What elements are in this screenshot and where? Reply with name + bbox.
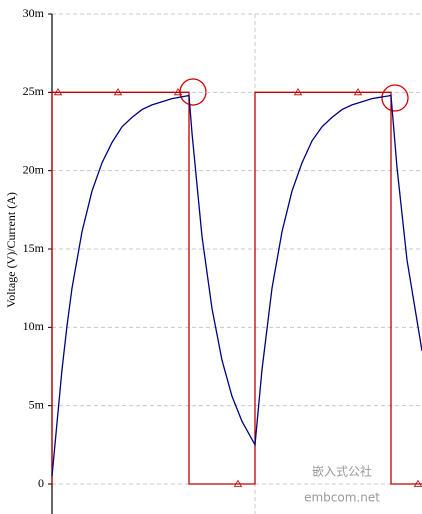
y-tick-label: 25m	[23, 84, 45, 98]
marker	[53, 88, 63, 96]
y-tick-label: 10m	[23, 319, 45, 333]
y-tick-label: 20m	[23, 162, 45, 176]
y-tick-label: 30m	[23, 6, 45, 20]
watermark: embcom.net	[304, 491, 380, 505]
highlight-circle	[381, 84, 409, 112]
line	[51, 94, 422, 477]
watermark: 嵌入式公社	[312, 464, 372, 479]
marker	[113, 88, 123, 96]
y-tick-label: 15m	[23, 241, 45, 255]
marker	[293, 88, 303, 96]
marker	[173, 88, 183, 96]
marker	[233, 479, 243, 487]
marker	[353, 88, 363, 96]
marker	[413, 479, 422, 487]
y-axis-label: Voltage (V)/Current (A)	[4, 192, 18, 308]
y-tick-label: 0	[38, 476, 44, 490]
line	[51, 91, 422, 485]
y-tick-label: 5m	[29, 397, 45, 411]
